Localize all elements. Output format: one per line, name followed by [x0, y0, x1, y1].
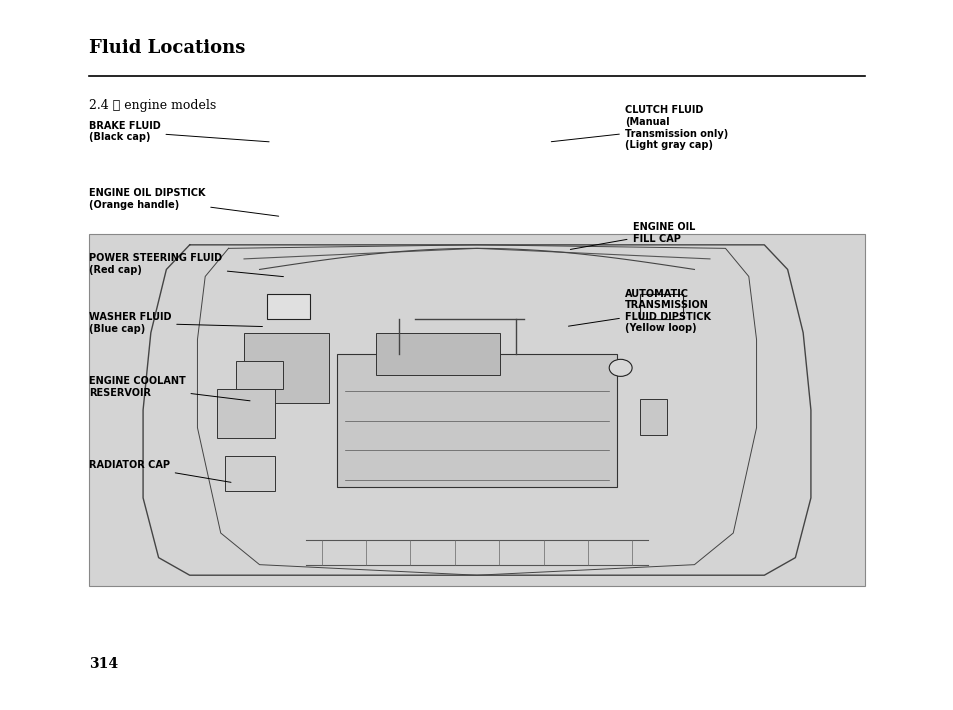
Circle shape — [609, 359, 632, 376]
Bar — [375, 333, 499, 375]
Bar — [216, 389, 274, 438]
Text: CLUTCH FLUID
(Manual
Transmission only)
(Light gray cap): CLUTCH FLUID (Manual Transmission only) … — [551, 105, 727, 151]
Bar — [639, 294, 682, 319]
Bar — [224, 456, 274, 491]
Text: POWER STEERING FLUID
(Red cap): POWER STEERING FLUID (Red cap) — [89, 253, 283, 277]
Bar — [89, 234, 864, 586]
Bar — [236, 361, 282, 389]
Text: 2.4 ℓ engine models: 2.4 ℓ engine models — [89, 99, 215, 112]
Text: 314: 314 — [89, 657, 118, 671]
Bar — [336, 354, 617, 487]
Bar — [267, 294, 310, 319]
Bar — [639, 400, 666, 435]
Text: ENGINE OIL
FILL CAP: ENGINE OIL FILL CAP — [570, 222, 694, 249]
Text: ENGINE COOLANT
RESERVOIR: ENGINE COOLANT RESERVOIR — [89, 376, 250, 401]
Text: Fluid Locations: Fluid Locations — [89, 39, 245, 57]
Text: WASHER FLUID
(Blue cap): WASHER FLUID (Blue cap) — [89, 312, 262, 334]
Bar — [244, 333, 329, 403]
Text: BRAKE FLUID
(Black cap): BRAKE FLUID (Black cap) — [89, 121, 269, 142]
Text: RADIATOR CAP: RADIATOR CAP — [89, 460, 231, 482]
Text: ENGINE OIL DIPSTICK
(Orange handle): ENGINE OIL DIPSTICK (Orange handle) — [89, 188, 278, 216]
Text: AUTOMATIC
TRANSMISSION
FLUID DIPSTICK
(Yellow loop): AUTOMATIC TRANSMISSION FLUID DIPSTICK (Y… — [568, 288, 710, 334]
